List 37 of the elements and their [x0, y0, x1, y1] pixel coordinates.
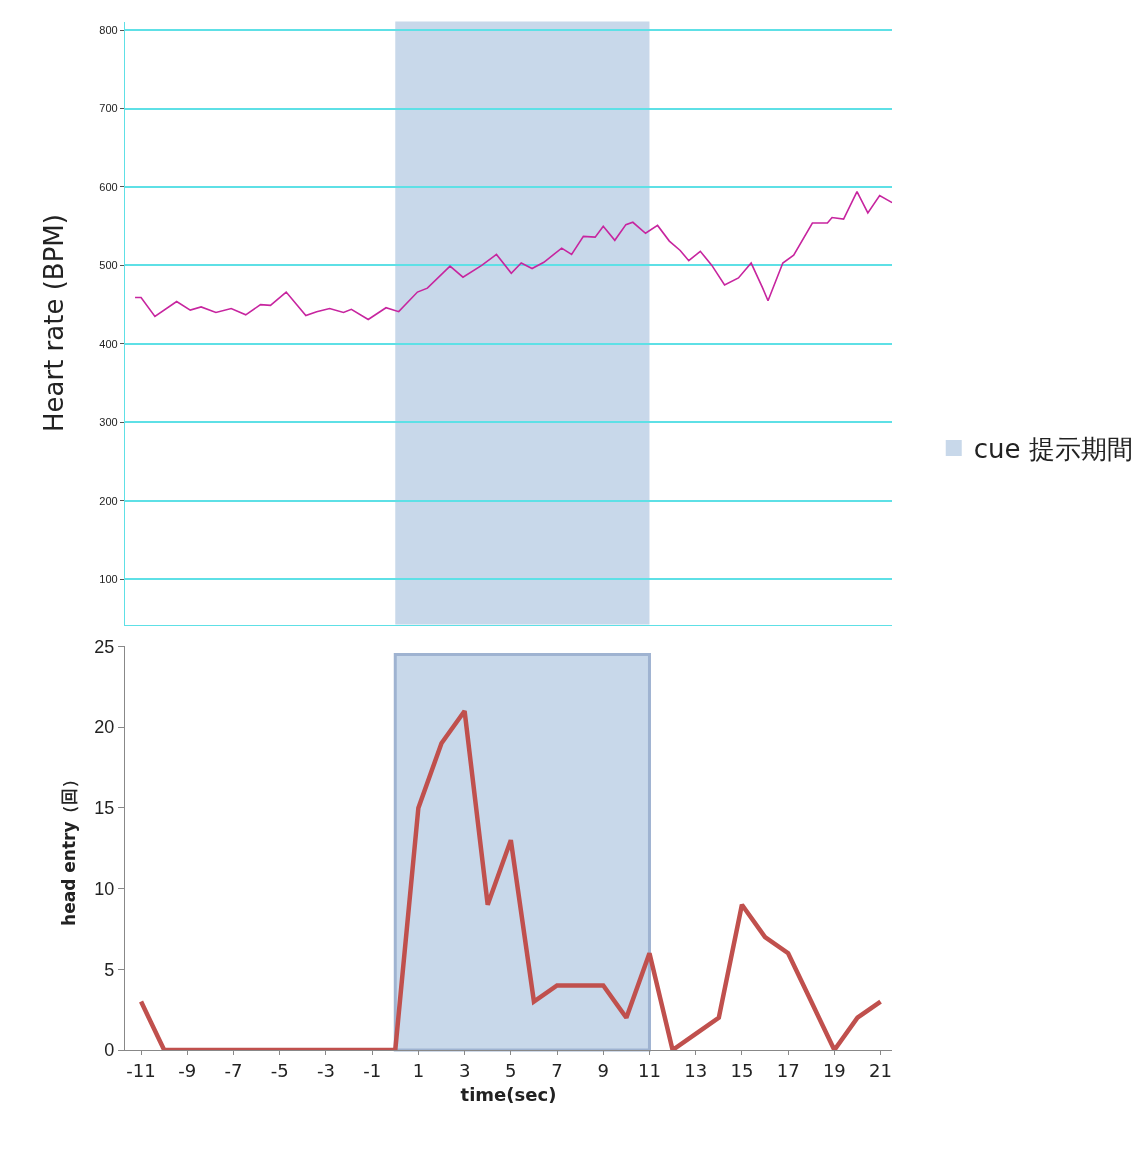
y-tick-label: 800: [99, 24, 118, 37]
y-tick-label: 700: [99, 102, 118, 115]
x-tick-label: -9: [178, 1059, 197, 1081]
x-tick-label: 15: [730, 1059, 754, 1081]
y-tick-label: 25: [94, 636, 115, 657]
y-tick-label: 15: [94, 798, 115, 819]
y-tick-label: 400: [99, 337, 118, 350]
x-tick-label: -3: [316, 1059, 335, 1081]
x-tick-label: 3: [458, 1059, 471, 1081]
x-tick-label: 21: [869, 1059, 893, 1081]
x-tick-label: -5: [270, 1059, 289, 1081]
y-tick-label: 300: [99, 416, 118, 429]
x-tick-label: 9: [597, 1059, 609, 1081]
x-tick-label: 13: [684, 1059, 708, 1081]
x-axis-title: time(sec): [460, 1083, 557, 1105]
y-tick-label: 500: [99, 259, 118, 272]
y-tick-label: 5: [104, 959, 115, 980]
legend-label: cue 提示期間: [973, 434, 1133, 465]
x-tick-label: 17: [776, 1059, 800, 1081]
y-tick-label: 10: [94, 878, 115, 899]
x-tick-label: 11: [638, 1059, 661, 1081]
line-series: [134, 190, 893, 321]
y-axis-title: head entry（回）: [58, 770, 79, 926]
x-tick-label: 5: [505, 1059, 517, 1081]
line-series: [138, 708, 883, 1051]
x-tick-label: -7: [224, 1059, 243, 1081]
y-tick-label: 200: [99, 494, 118, 507]
y-tick-label: 600: [99, 180, 118, 193]
y-tick-label: 20: [94, 717, 115, 738]
x-tick-label: 1: [412, 1059, 425, 1081]
x-tick-label: -1: [363, 1059, 382, 1081]
x-tick-label: 7: [551, 1059, 563, 1081]
y-axis-title: Heart rate (BPM): [38, 214, 69, 433]
y-tick-label: 0: [104, 1040, 115, 1061]
y-tick-label: 100: [99, 572, 118, 585]
x-tick-label: -11: [126, 1059, 156, 1081]
x-tick-label: 19: [822, 1059, 846, 1081]
